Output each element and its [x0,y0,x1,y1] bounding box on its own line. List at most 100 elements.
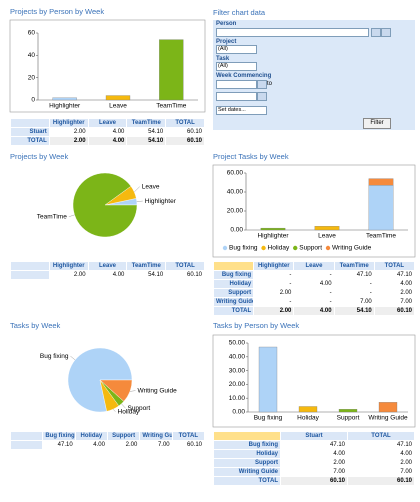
table-cell: - [253,279,295,289]
person-input[interactable] [216,28,369,37]
table-cell: Leave [87,261,128,271]
table-cell: 7.00 [373,297,416,307]
x-tick-label: TeamTime [156,103,186,110]
table-cell: Writing Guide [212,297,255,307]
table-cell: 54.10 [333,306,375,316]
table-cell: 4.00 [293,306,335,316]
table-row: Highlighter Leave TeamTime TOTAL [212,261,416,271]
table-cell: Support [212,288,255,298]
table-cell: 4.00 [87,127,128,137]
table-cell: TOTAL [213,476,281,486]
table-cell [212,261,255,271]
task-select[interactable]: (All) [216,62,257,71]
dates-select[interactable]: Set dates... [216,106,267,115]
table-cell: TOTAL [347,431,415,441]
table-cell: TOTAL [10,136,50,146]
bar [105,95,131,101]
pie-label: Highlighter [145,198,177,205]
table-cell: Support [106,431,141,441]
legend-marker [293,245,298,251]
calendar-icon[interactable] [257,92,267,101]
table-row: Holiday -4.00-4.00 [212,279,416,289]
y-tick-label: 40 [28,52,36,59]
x-tick-label: Leave [109,103,127,110]
table-cell: 2.00 [253,306,295,316]
data-table: Highlighter Leave TeamTime TOTAL Bug fixing -… [212,261,416,316]
bar [258,346,278,413]
table-cell: - [293,270,335,280]
week-label: Week Commencing [216,73,272,79]
table-cell: Leave [87,118,128,128]
table-row: 47.10 4.00 2.00 7.00 60.10 [9,440,206,450]
filter-button[interactable]: Filter [363,118,391,129]
project-select[interactable]: (All) [216,45,257,54]
data-table: Highlighter Leave TeamTime TOTAL Stuart 2.00 4… [10,118,205,146]
bar [378,402,398,413]
table-cell: 7.00 [333,297,375,307]
filter-title: Filter chart data [213,8,266,17]
table-cell: - [253,297,295,307]
table-cell: 4.00 [293,279,335,289]
person-icon[interactable] [371,28,381,37]
table-cell: 2.00 [48,270,89,280]
table-cell [10,270,50,280]
table-row: 2.00 4.00 54.10 60.10 [10,270,205,280]
table-cell: 2.00 [347,458,415,468]
table-row: Stuart TOTAL [213,431,415,441]
calendar-icon[interactable] [257,80,267,89]
table-cell: 4.00 [373,279,416,289]
pie-label: Holiday [118,408,140,415]
data-table: Highlighter Leave TeamTime TOTAL 2.00 4.00 54.… [10,261,205,280]
table-cell: Bug fixing [42,431,76,441]
table-cell: TOTAL [165,261,205,271]
y-tick-label: 40.00 [227,189,244,196]
table-cell: TeamTime [126,118,167,128]
legend-label: Support [299,245,322,252]
table-row: Stuart 2.00 4.00 54.10 60.10 [10,127,205,137]
table-cell: Holiday [213,449,281,459]
data-table: Stuart TOTAL Bug fixing 47.10 47.10 Holiday 4.… [213,431,415,486]
y-tick-label: 60.00 [227,170,244,177]
table-cell: TeamTime [126,261,167,271]
table-cell: Holiday [74,431,108,441]
legend-label: Writing Guide [332,245,372,252]
leader-line [134,186,140,193]
table-cell: 7.00 [280,467,348,477]
bar-segment [368,185,394,231]
table-cell: Leave [293,261,335,271]
y-tick-label: 60 [28,30,36,37]
y-tick-label: 10.00 [229,395,246,402]
filter-panel: Person Project (All) Task (All) Week Com… [213,20,415,130]
table-cell [213,431,281,441]
table-cell: Writing Guide [139,431,173,441]
table-cell: TOTAL [212,306,255,316]
table-cell: 47.10 [333,270,375,280]
leader-line [129,390,136,392]
table-row: TOTAL 2.00 4.00 54.10 60.10 [212,306,416,316]
date-to[interactable] [216,92,257,101]
table-cell: 2.00 [373,288,416,298]
table-cell: 47.10 [347,440,415,450]
leader-line [68,214,75,217]
table-row: Bug fixing 47.10 47.10 [213,440,415,450]
table-cell: Stuart [10,127,50,137]
panel-title: Tasks by Person by Week [213,321,299,330]
table-cell: Highlighter [253,261,295,271]
x-tick-label: Bug fixing [254,415,283,422]
person-icon[interactable] [381,28,391,37]
table-cell [9,431,44,441]
table-cell [9,440,44,450]
table-row: Writing Guide 7.00 7.00 [213,467,415,477]
x-tick-label: Highlighter [49,103,81,110]
table-cell: 2.00 [106,440,141,450]
table-row: Highlighter Leave TeamTime TOTAL [10,261,205,271]
date-from[interactable] [216,80,257,89]
y-tick-label: 40.00 [229,354,246,361]
leader-line [121,403,126,409]
table-cell: Highlighter [48,261,89,271]
table-cell: 4.00 [87,270,128,280]
